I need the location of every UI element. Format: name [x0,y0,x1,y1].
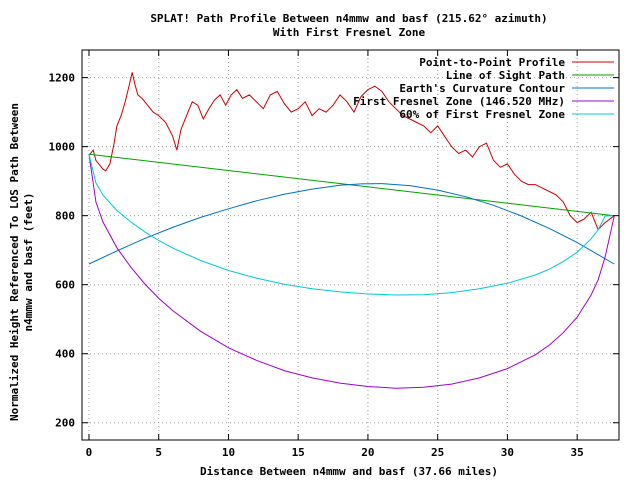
chart-title: SPLAT! Path Profile Between n4mmw and ba… [150,12,547,25]
x-tick-label: 30 [501,446,514,459]
legend: Point-to-Point Profile Line of Sight Pat… [353,56,614,121]
fresnel-60-line [88,154,615,296]
profile-line [88,72,615,231]
x-tick-label: 5 [155,446,162,459]
legend-label-profile: Point-to-Point Profile [419,56,565,69]
x-tick-label: 25 [431,446,444,459]
y-axis-label-line1: Normalized Height Referenced To LOS Path… [8,103,21,421]
y-tick-label: 1000 [49,141,76,154]
x-tick-label: 10 [222,446,235,459]
chart-subtitle: With First Fresnel Zone [273,26,426,39]
y-axis-label-line2: n4mmw and basf (feet) [22,192,35,331]
legend-label-fresnel: First Fresnel Zone (146.520 MHz) [353,95,565,108]
plot-frame [81,49,620,441]
y-tick-label: 1200 [49,72,76,85]
x-axis-label: Distance Between n4mmw and basf (37.66 m… [200,465,498,478]
x-tick-label: 35 [571,446,584,459]
axis-ticks: 0 5 10 15 20 25 30 35 200 400 600 800 1000 1200 [49,50,619,459]
earth-curvature-line [88,183,615,265]
fresnel-zone-line [88,154,615,389]
legend-label-fresnel60: 60% of First Fresnel Zone [399,108,565,121]
legend-label-earth: Earth's Curvature Contour [399,82,565,95]
y-tick-label: 200 [55,417,75,430]
legend-label-los: Line of Sight Path [446,69,565,82]
x-tick-label: 0 [86,446,93,459]
x-tick-label: 15 [292,446,305,459]
series-layer [88,72,615,389]
y-tick-label: 400 [55,348,75,361]
y-tick-label: 800 [55,210,75,223]
grid [82,50,619,440]
x-tick-label: 20 [361,446,374,459]
y-tick-label: 600 [55,279,75,292]
